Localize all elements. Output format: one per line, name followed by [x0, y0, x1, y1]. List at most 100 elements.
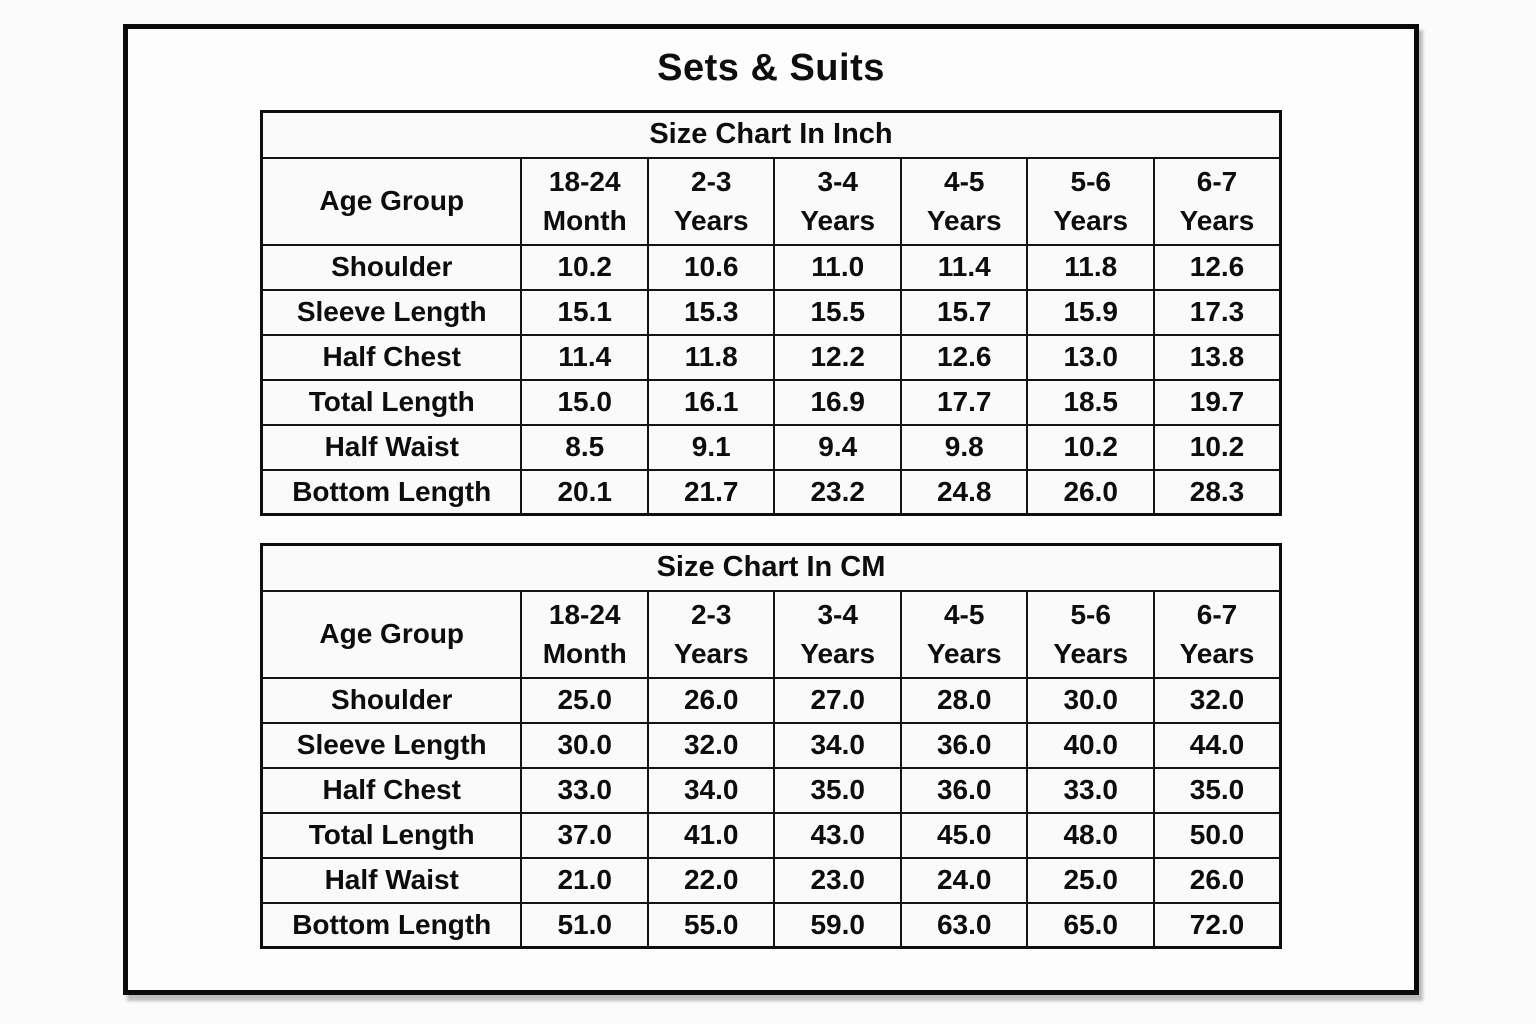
size-value-cell: 15.0 [520, 378, 649, 426]
size-value-cell: 15.3 [646, 288, 776, 336]
table-row: Bottom Length 51.0 55.0 59.0 63.0 65.0 7… [260, 901, 1282, 949]
age-unit-text: Years [1179, 638, 1255, 669]
size-value-cell: 36.0 [899, 766, 1029, 814]
age-unit-text: Years [926, 638, 1002, 669]
age-range-text: 5-6 [1070, 599, 1111, 630]
size-value-cell: 34.0 [646, 766, 776, 814]
size-value-cell: 10.2 [1026, 423, 1155, 471]
measurement-label: Half Chest [260, 333, 523, 381]
cm-table-body: Shoulder 25.0 26.0 27.0 28.0 30.0 32.0 S… [260, 676, 1282, 949]
size-value-cell: 35.0 [773, 766, 902, 814]
size-value-cell: 12.2 [773, 333, 902, 381]
table-row: Half Waist 21.0 22.0 23.0 24.0 25.0 26.0 [260, 856, 1282, 904]
age-unit-text: Years [673, 638, 749, 669]
age-range-text: 2-3 [690, 599, 732, 630]
age-column-header: 4-5 Years [899, 156, 1029, 246]
size-value-cell: 43.0 [773, 811, 902, 859]
table-row: Total Length 37.0 41.0 43.0 45.0 48.0 50… [260, 811, 1282, 859]
size-chart-page: Sets & Suits Size Chart In Inch Age Grou… [123, 24, 1419, 995]
measurement-label: Sleeve Length [260, 721, 523, 769]
age-group-label: Age Group [260, 589, 523, 679]
age-unit-text: Years [1179, 205, 1255, 236]
table-row: Shoulder 25.0 26.0 27.0 28.0 30.0 32.0 [260, 676, 1282, 724]
size-value-cell: 10.2 [1152, 423, 1282, 471]
caption-row: Size Chart In Inch [260, 110, 1282, 159]
size-value-cell: 24.0 [899, 856, 1029, 904]
size-value-cell: 19.7 [1152, 378, 1282, 426]
age-unit-text: Years [673, 205, 749, 236]
size-value-cell: 21.0 [520, 856, 649, 904]
size-value-cell: 32.0 [1152, 676, 1282, 724]
size-value-cell: 72.0 [1152, 901, 1282, 949]
size-value-cell: 35.0 [1152, 766, 1282, 814]
size-value-cell: 15.7 [899, 288, 1029, 336]
size-value-cell: 33.0 [1026, 766, 1155, 814]
size-value-cell: 41.0 [646, 811, 776, 859]
age-column-header: 5-6 Years [1026, 156, 1155, 246]
age-column-header: 4-5 Years [899, 589, 1029, 679]
size-value-cell: 20.1 [520, 468, 649, 516]
size-value-cell: 13.0 [1026, 333, 1155, 381]
table-row: Half Chest 33.0 34.0 35.0 36.0 33.0 35.0 [260, 766, 1282, 814]
size-value-cell: 8.5 [520, 423, 649, 471]
age-range-text: 6-7 [1196, 599, 1238, 630]
table-row: Half Waist 8.5 9.1 9.4 9.8 10.2 10.2 [260, 423, 1282, 471]
age-column-header: 2-3 Years [646, 589, 776, 679]
size-value-cell: 15.9 [1026, 288, 1155, 336]
size-value-cell: 25.0 [520, 676, 649, 724]
size-value-cell: 23.0 [773, 856, 902, 904]
size-value-cell: 13.8 [1152, 333, 1282, 381]
size-value-cell: 11.4 [520, 333, 649, 381]
size-value-cell: 48.0 [1026, 811, 1155, 859]
size-value-cell: 51.0 [520, 901, 649, 949]
age-unit-text: Years [800, 638, 876, 669]
age-column-header: 3-4 Years [773, 156, 902, 246]
size-value-cell: 15.5 [773, 288, 902, 336]
size-value-cell: 11.8 [646, 333, 776, 381]
size-value-cell: 11.8 [1026, 243, 1155, 291]
size-value-cell: 23.2 [773, 468, 902, 516]
measurement-label: Shoulder [260, 676, 523, 724]
age-unit-text: Month [542, 638, 627, 669]
table-row: Sleeve Length 30.0 32.0 34.0 36.0 40.0 4… [260, 721, 1282, 769]
size-value-cell: 24.8 [899, 468, 1029, 516]
measurement-label: Half Waist [260, 856, 523, 904]
size-value-cell: 36.0 [899, 721, 1029, 769]
age-range-text: 3-4 [817, 599, 858, 630]
size-value-cell: 50.0 [1152, 811, 1282, 859]
age-column-header: 2-3 Years [646, 156, 776, 246]
size-value-cell: 33.0 [520, 766, 649, 814]
size-chart-cm-table: Size Chart In CM Age Group 18-24 Month 2… [259, 543, 1283, 949]
age-range-text: 4-5 [943, 599, 985, 630]
measurement-label: Bottom Length [260, 901, 523, 949]
measurement-label: Shoulder [260, 243, 523, 291]
size-value-cell: 65.0 [1026, 901, 1155, 949]
size-value-cell: 40.0 [1026, 721, 1155, 769]
measurement-label: Total Length [260, 811, 523, 859]
size-value-cell: 26.0 [646, 676, 776, 724]
size-value-cell: 27.0 [773, 676, 902, 724]
size-value-cell: 25.0 [1026, 856, 1155, 904]
age-group-label: Age Group [260, 156, 523, 246]
age-range-text: 4-5 [944, 166, 985, 197]
age-column-header: 5-6 Years [1026, 589, 1155, 679]
age-unit-text: Years [1053, 205, 1129, 236]
size-value-cell: 28.3 [1152, 468, 1282, 516]
size-value-cell: 9.1 [646, 423, 776, 471]
age-unit-text: Years [1053, 638, 1129, 669]
size-value-cell: 34.0 [773, 721, 902, 769]
measurement-label: Total Length [260, 378, 523, 426]
age-range-text: 5-6 [1070, 166, 1111, 197]
size-value-cell: 21.7 [646, 468, 776, 516]
age-column-header: 6-7 Years [1152, 156, 1282, 246]
size-value-cell: 12.6 [899, 333, 1029, 381]
table-row: Sleeve Length 15.1 15.3 15.5 15.7 15.9 1… [260, 288, 1282, 336]
size-value-cell: 10.6 [646, 243, 776, 291]
header-row: Age Group 18-24 Month 2-3 Years 3-4 Year… [260, 589, 1282, 679]
size-value-cell: 11.4 [899, 243, 1029, 291]
page-title: Sets & Suits [657, 47, 885, 89]
age-unit-text: Years [800, 205, 876, 236]
size-value-cell: 15.1 [520, 288, 649, 336]
age-range-text: 18-24 [548, 599, 621, 630]
age-range-text: 18-24 [548, 166, 621, 197]
